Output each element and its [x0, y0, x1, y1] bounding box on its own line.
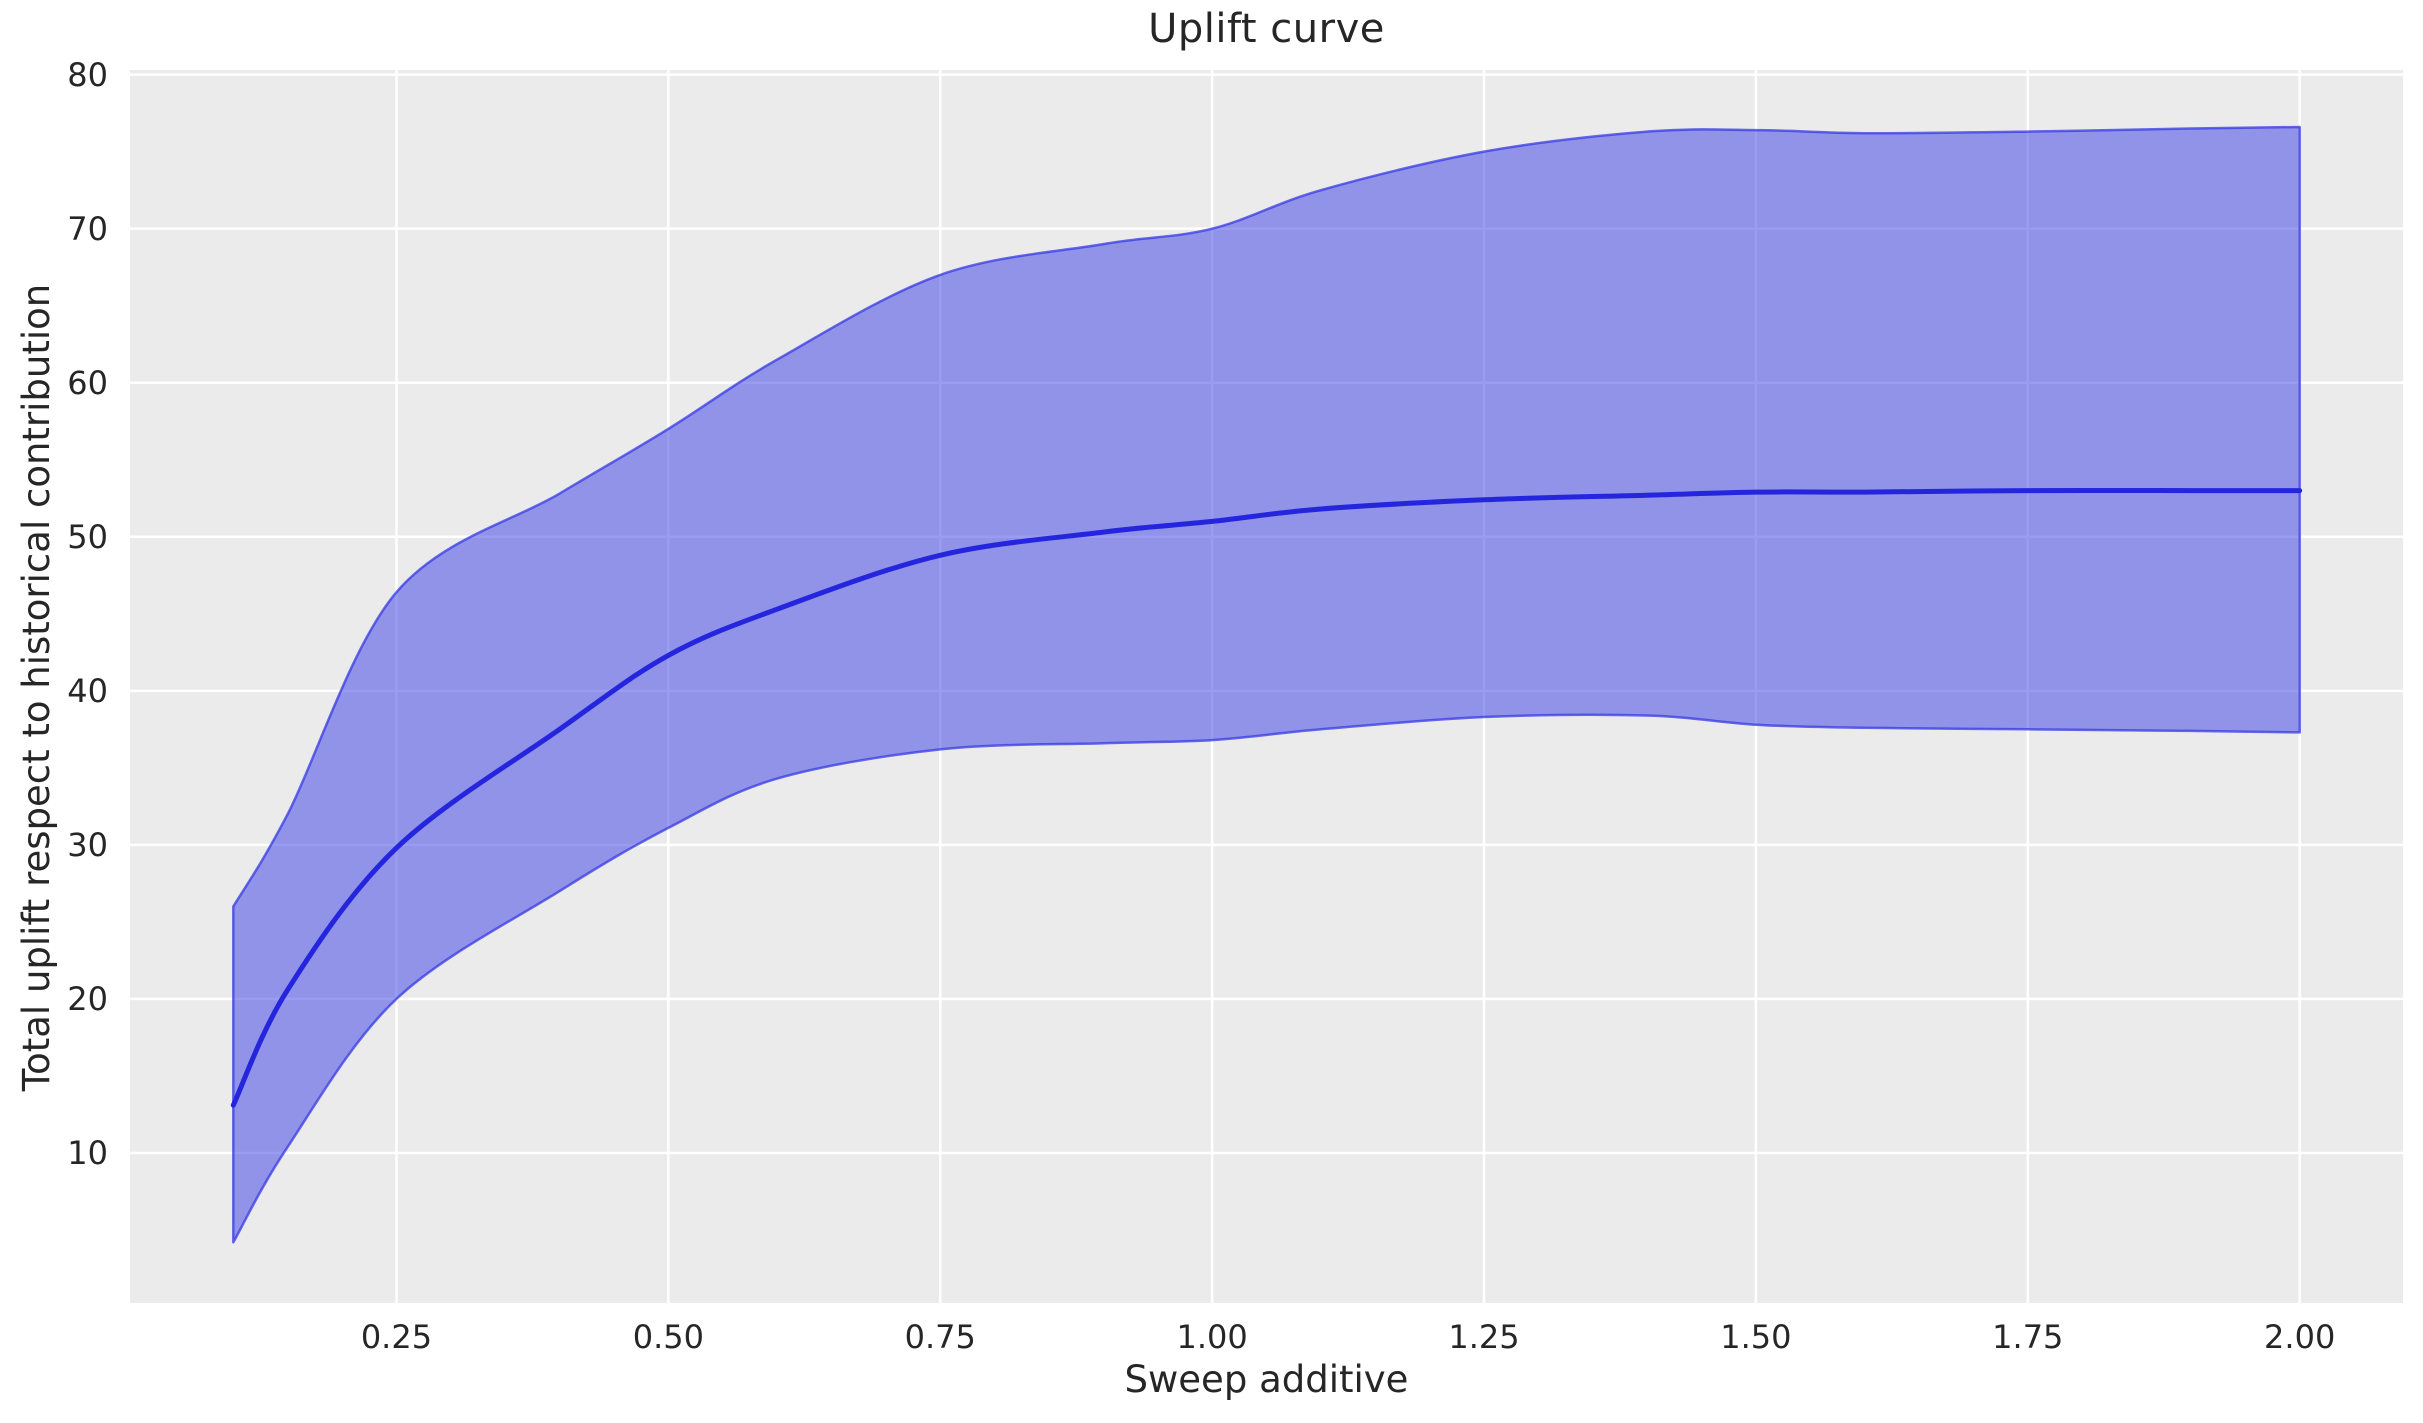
y-tick-label: 80	[67, 56, 108, 94]
x-tick-label: 1.25	[1448, 1318, 1519, 1356]
y-tick-label: 60	[67, 364, 108, 402]
confidence-band	[232, 125, 2301, 1244]
y-tick-label: 50	[67, 518, 108, 556]
mean-uplift-line	[230, 487, 2303, 1108]
x-tick-label: 0.25	[361, 1318, 432, 1356]
x-tick-label: 2.00	[2264, 1318, 2335, 1356]
x-tick-label: 1.50	[1720, 1318, 1791, 1356]
x-tick-label: 0.50	[633, 1318, 704, 1356]
y-tick-label: 40	[67, 672, 108, 710]
x-tick-label: 0.75	[905, 1318, 976, 1356]
y-tick-label: 10	[67, 1134, 108, 1172]
y-tick-label: 20	[67, 980, 108, 1018]
y-tick-label: 30	[67, 826, 108, 864]
x-tick-label: 1.00	[1176, 1318, 1247, 1356]
x-axis-label: Sweep additive	[1124, 1358, 1409, 1401]
y-tick-label: 70	[67, 210, 108, 248]
x-tick-label: 1.75	[1992, 1318, 2063, 1356]
y-axis-label: Total uplift respect to historical contr…	[15, 283, 58, 1092]
chart-title: Uplift curve	[1148, 6, 1385, 52]
